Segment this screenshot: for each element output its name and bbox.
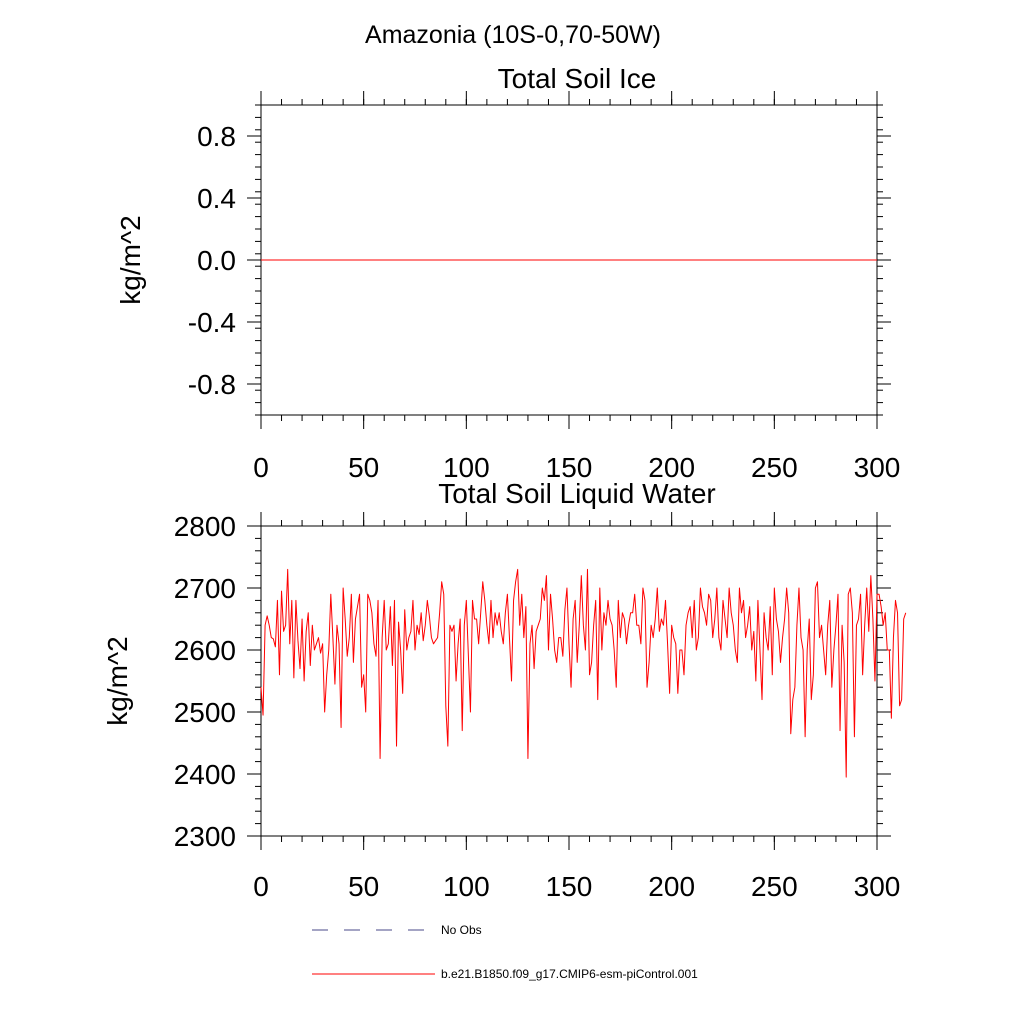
y-tick-label: -0.8 (188, 369, 236, 400)
y-axis-label: kg/m^2 (115, 215, 146, 304)
x-tick-label: 100 (443, 452, 490, 483)
y-tick-label: 2600 (174, 635, 236, 666)
x-tick-label: 300 (854, 871, 901, 902)
series-line-0 (260, 568, 907, 778)
legend-model-label: b.e21.B1850.f09_g17.CMIP6-esm-piControl.… (441, 967, 698, 981)
x-tick-label: 0 (253, 452, 269, 483)
y-tick-label: -0.4 (188, 307, 236, 338)
y-tick-label: 2400 (174, 759, 236, 790)
y-tick-label: 0.8 (197, 121, 236, 152)
y-tick-label: 0.4 (197, 183, 236, 214)
x-tick-label: 150 (546, 871, 593, 902)
x-tick-label: 150 (546, 452, 593, 483)
x-tick-label: 50 (348, 452, 379, 483)
plot-frame (260, 525, 878, 837)
x-tick-label: 300 (854, 452, 901, 483)
legend-no-obs-label: No Obs (441, 923, 482, 937)
y-tick-label: 2300 (174, 821, 236, 852)
panel-total-soil-liquid-water: Total Soil Liquid Water kg/m^2 2800 2700 260… (102, 478, 907, 902)
y-tick-label: 2500 (174, 697, 236, 728)
y-tick-label: 2700 (174, 573, 236, 604)
panel-total-soil-ice: Total Soil Ice kg/m^2 0.8 0.4 0.0 -0.4 -0.8 0 50… (115, 63, 900, 483)
x-tick-label: 0 (253, 871, 269, 902)
y-axis-label: kg/m^2 (102, 636, 133, 725)
chart-title: Total Soil Liquid Water (438, 478, 716, 509)
x-tick-label: 250 (751, 452, 798, 483)
y-tick-label: 2800 (174, 511, 236, 542)
chart-title: Total Soil Ice (498, 63, 657, 94)
figure-suptitle: Amazonia (10S-0,70-50W) (365, 21, 661, 49)
x-tick-label: 200 (648, 871, 695, 902)
x-tick-label: 50 (348, 871, 379, 902)
x-tick-label: 200 (648, 452, 695, 483)
legend: No Obs b.e21.B1850.f09_g17.CMIP6-esm-piC… (312, 923, 698, 981)
y-tick-label: 0.0 (197, 245, 236, 276)
x-tick-label: 100 (443, 871, 490, 902)
x-tick-label: 250 (751, 871, 798, 902)
